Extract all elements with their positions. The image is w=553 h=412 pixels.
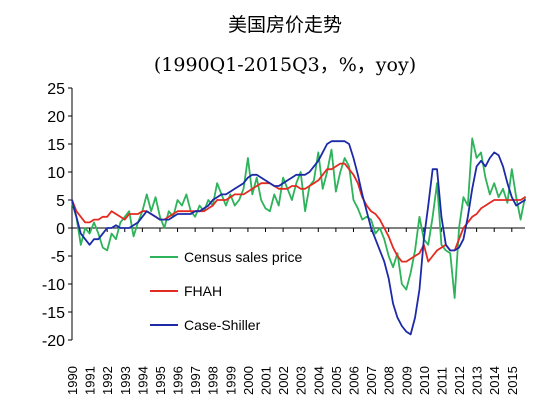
y-tick-label: -20 — [42, 333, 65, 350]
x-tick-label: 1991 — [83, 366, 98, 395]
legend-label: FHAH — [184, 283, 222, 299]
x-tick-label: 2014 — [487, 366, 502, 395]
x-tick-label: 2013 — [470, 366, 485, 395]
x-tick-label: 2011 — [434, 367, 449, 395]
x-tick-label: 2010 — [417, 366, 432, 395]
y-tick-label: 5 — [56, 193, 65, 210]
legend-label: Case-Shiller — [184, 317, 261, 333]
x-tick-label: 1997 — [188, 366, 203, 395]
y-tick-label: -10 — [42, 277, 65, 294]
x-tick-label: 2003 — [294, 366, 309, 395]
x-tick-label: 2005 — [329, 366, 344, 395]
series-line-case-shiller — [71, 140, 526, 336]
y-tick-label: 15 — [47, 137, 65, 154]
x-tick-label: 1992 — [100, 366, 115, 395]
plot-series — [71, 137, 526, 336]
y-tick-label: 20 — [47, 109, 65, 126]
x-tick-label: 2007 — [364, 366, 379, 395]
y-tick-label: 0 — [56, 221, 65, 238]
x-tick-label: 1990 — [65, 366, 80, 395]
chart-title: 美国房价走势 — [228, 14, 342, 36]
x-tick-label: 1995 — [153, 366, 168, 395]
x-tick-label: 1998 — [206, 366, 221, 395]
x-tick-label: 1999 — [223, 366, 238, 395]
legend: Census sales price FHAH Case-Shiller — [150, 249, 302, 333]
x-tick-label: 2004 — [311, 366, 326, 395]
y-tick-label: -15 — [42, 305, 65, 322]
chart-subtitle: (1990Q1-2015Q3，%，yoy) — [154, 54, 416, 76]
legend-label: Census sales price — [184, 249, 302, 265]
y-axis: 25 20 15 10 5 0 -5 -10 -15 -20 — [42, 81, 73, 350]
x-axis: 1990 1991 1992 1993 1994 1995 1996 1997 1998 1999… — [65, 227, 525, 395]
x-tick-label: 2001 — [259, 366, 274, 395]
x-tick-label: 2000 — [241, 366, 256, 395]
x-tick-label: 2009 — [399, 366, 414, 395]
x-tick-label: 2008 — [382, 366, 397, 395]
x-tick-label: 2006 — [346, 366, 361, 395]
x-tick-label: 2015 — [505, 366, 520, 395]
series-line-census-sales-price — [71, 137, 526, 299]
x-tick-label: 1996 — [171, 366, 186, 395]
x-tick-label: 1994 — [135, 366, 150, 395]
x-tick-label: 1993 — [118, 366, 133, 395]
y-tick-label: 25 — [47, 81, 65, 98]
y-tick-label: -5 — [51, 249, 65, 266]
y-tick-label: 10 — [47, 165, 65, 182]
x-tick-label: 2012 — [452, 366, 467, 395]
x-tick-label: 2002 — [276, 366, 291, 395]
